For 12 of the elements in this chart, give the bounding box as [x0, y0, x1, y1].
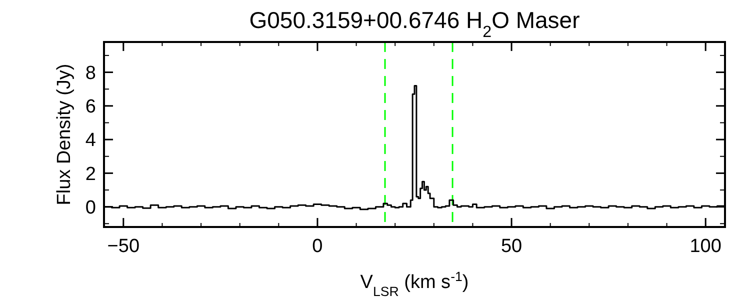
y-tick-label: 8 [85, 62, 96, 84]
y-axis-title: Flux Density (Jy) [54, 64, 75, 206]
x-tick-label: 0 [312, 236, 323, 257]
chart-title: G050.3159+00.6746 H$_{2}$O Maser [249, 7, 580, 41]
x-tick-label: −50 [107, 236, 140, 257]
x-tick-label: 50 [500, 236, 522, 257]
x-axis-title: V$_{LSR}$ (km s$^{-1}$) [360, 268, 469, 298]
y-tick-label: 2 [85, 164, 96, 185]
y-tick-label: 4 [85, 130, 96, 152]
x-tick-label: 100 [690, 236, 722, 257]
y-tick-label: 6 [85, 96, 96, 118]
y-tick-label: 0 [85, 197, 96, 218]
